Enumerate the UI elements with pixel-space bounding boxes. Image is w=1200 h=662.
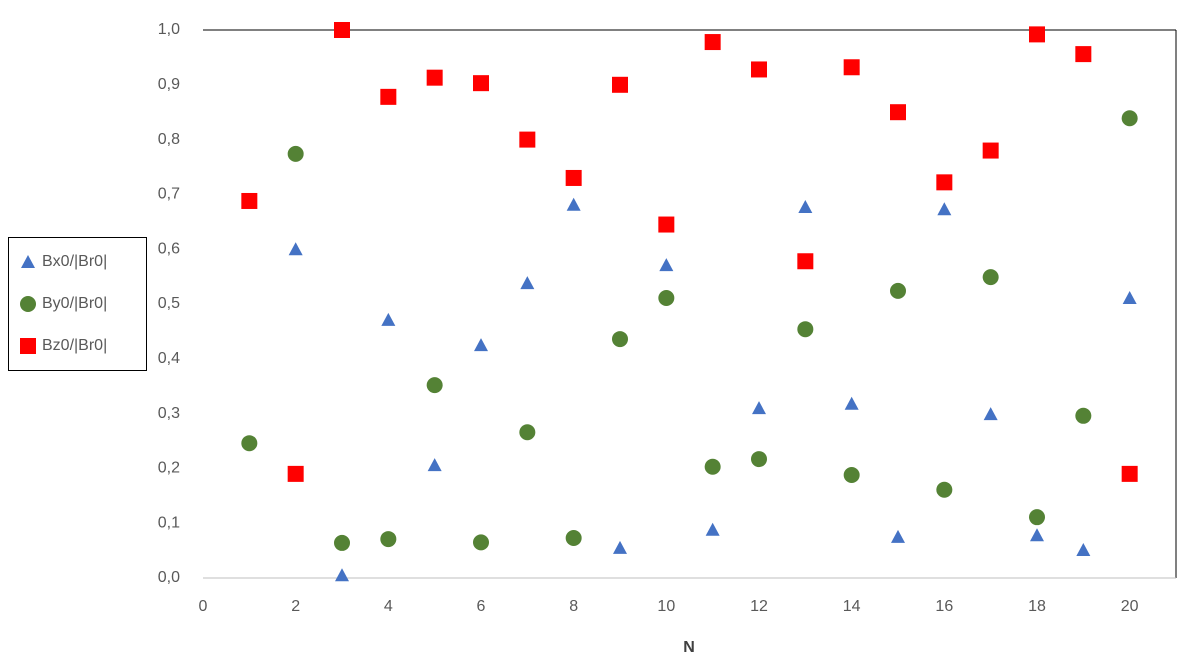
data-point bbox=[565, 169, 582, 186]
data-point bbox=[982, 269, 999, 286]
data-point bbox=[890, 104, 906, 121]
data-point bbox=[612, 76, 628, 93]
data-point bbox=[241, 192, 258, 209]
legend-label: Bx0/|Br0| bbox=[42, 253, 107, 270]
data-point bbox=[1076, 543, 1091, 557]
x-axis-label: N bbox=[683, 639, 695, 656]
y-tick-label: 0,9 bbox=[158, 76, 180, 93]
data-point bbox=[381, 312, 396, 326]
data-point bbox=[427, 458, 442, 472]
y-tick-label: 0,7 bbox=[158, 186, 180, 203]
data-point bbox=[1121, 465, 1138, 482]
data-point bbox=[752, 401, 766, 415]
data-point bbox=[936, 174, 953, 191]
data-point bbox=[334, 534, 350, 551]
data-point bbox=[659, 258, 674, 272]
data-point bbox=[287, 465, 304, 482]
data-point bbox=[1075, 407, 1092, 424]
data-point bbox=[705, 522, 720, 536]
y-tick-label: 0,8 bbox=[158, 131, 180, 148]
data-point bbox=[519, 131, 536, 148]
legend-label: By0/|Br0| bbox=[42, 295, 107, 312]
x-tick-label: 8 bbox=[569, 598, 578, 615]
x-tick-label: 12 bbox=[750, 598, 768, 615]
legend-label: Bz0/|Br0| bbox=[42, 337, 107, 354]
data-point bbox=[751, 451, 767, 468]
data-point bbox=[380, 531, 397, 548]
legend-marker bbox=[21, 255, 35, 268]
data-point bbox=[426, 377, 443, 394]
data-point bbox=[937, 202, 952, 216]
y-tick-label: 1,0 bbox=[158, 21, 180, 38]
data-point bbox=[287, 145, 304, 162]
data-point bbox=[612, 331, 628, 348]
data-point bbox=[844, 396, 859, 410]
data-point bbox=[797, 321, 814, 338]
x-tick-label: 16 bbox=[935, 598, 953, 615]
data-point bbox=[1121, 110, 1138, 127]
data-point bbox=[565, 529, 582, 546]
x-tick-label: 10 bbox=[657, 598, 675, 615]
y-tick-label: 0,5 bbox=[158, 295, 180, 312]
x-tick-label: 18 bbox=[1028, 598, 1046, 615]
data-point bbox=[241, 435, 258, 452]
data-point bbox=[936, 481, 953, 498]
data-point bbox=[613, 540, 627, 554]
x-tick-label: 14 bbox=[843, 598, 861, 615]
y-tick-label: 0,1 bbox=[158, 514, 180, 531]
data-point bbox=[890, 282, 906, 299]
data-point bbox=[843, 59, 860, 76]
data-point bbox=[426, 69, 443, 86]
data-point bbox=[473, 534, 489, 551]
data-point bbox=[1122, 290, 1137, 304]
data-point bbox=[566, 197, 581, 211]
data-point bbox=[1029, 509, 1045, 526]
data-point bbox=[1075, 46, 1092, 63]
data-point bbox=[520, 276, 535, 290]
data-point bbox=[891, 529, 905, 543]
data-point bbox=[704, 458, 721, 475]
data-point bbox=[982, 142, 999, 159]
data-point bbox=[1030, 528, 1044, 542]
x-tick-label: 2 bbox=[291, 598, 300, 615]
y-tick-label: 0,3 bbox=[158, 405, 180, 422]
data-point bbox=[334, 22, 350, 38]
data-point bbox=[843, 466, 860, 483]
data-point bbox=[473, 75, 489, 92]
data-point bbox=[983, 407, 998, 421]
data-point bbox=[751, 61, 767, 78]
data-point bbox=[658, 216, 675, 233]
y-tick-label: 0,6 bbox=[158, 240, 180, 257]
legend-marker bbox=[20, 296, 36, 312]
y-tick-label: 0,2 bbox=[158, 460, 180, 477]
y-tick-label: 0,4 bbox=[158, 350, 180, 367]
data-point bbox=[797, 253, 814, 270]
data-point bbox=[380, 88, 397, 105]
data-point bbox=[335, 568, 349, 582]
y-tick-label: 0,0 bbox=[158, 569, 180, 586]
data-point bbox=[288, 242, 303, 256]
data-point bbox=[519, 424, 536, 441]
data-point bbox=[1029, 26, 1045, 43]
x-tick-label: 0 bbox=[199, 598, 208, 615]
x-tick-label: 4 bbox=[384, 598, 393, 615]
data-point bbox=[704, 34, 721, 51]
data-point bbox=[658, 289, 675, 306]
data-point bbox=[798, 200, 813, 214]
legend-marker bbox=[20, 338, 36, 354]
data-point bbox=[474, 338, 488, 352]
x-tick-label: 6 bbox=[477, 598, 486, 615]
x-tick-label: 20 bbox=[1121, 598, 1139, 615]
